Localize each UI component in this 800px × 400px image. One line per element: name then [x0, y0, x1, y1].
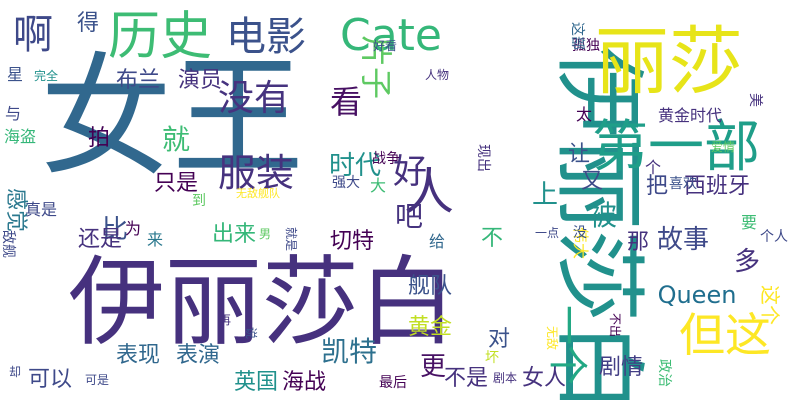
word: Queen — [657, 281, 737, 309]
word: 却 — [8, 365, 21, 379]
word: 那 — [626, 230, 649, 255]
word: 为 — [124, 219, 141, 238]
word: 强大 — [332, 175, 360, 191]
word: 比 — [101, 215, 128, 245]
word: 再 — [218, 313, 231, 327]
word: 感觉 — [3, 187, 29, 233]
word: 不 — [480, 226, 503, 251]
word: 就是 — [283, 226, 298, 252]
word: 西班牙 — [683, 174, 750, 199]
word: 不出 — [607, 312, 622, 338]
word: 舰队 — [407, 274, 452, 299]
word: 要 — [740, 213, 757, 232]
word: 好看 — [372, 39, 397, 53]
word: 敌舰 — [0, 230, 16, 258]
word: 大 — [369, 176, 386, 195]
word: 吧 — [394, 200, 423, 233]
word: 多 — [733, 247, 760, 277]
word: 与 — [4, 104, 21, 123]
word: 又 — [580, 169, 603, 194]
word: 女王 — [40, 41, 304, 195]
word: 孤独 — [572, 38, 600, 54]
word: 无敌舰队 — [236, 186, 280, 200]
word: 没 — [573, 225, 587, 241]
word: 丽莎 — [595, 19, 743, 105]
word: 人 — [404, 163, 454, 221]
word: 战争 — [372, 151, 400, 167]
word: 表演 — [175, 343, 220, 368]
word: 爱情 — [710, 140, 735, 154]
word: 伊丽莎白 — [68, 245, 456, 359]
word: 好 — [393, 152, 427, 192]
word: 对 — [487, 327, 510, 352]
word: 太 — [575, 105, 592, 124]
word: 不是 — [443, 366, 488, 391]
word: 个 — [644, 158, 661, 177]
word: 布兰 — [115, 68, 160, 93]
word: 时代 — [328, 151, 381, 181]
word: 坏 — [485, 350, 499, 366]
word: 演员 — [177, 68, 222, 93]
word: 海战 — [281, 370, 326, 395]
word: 来 — [146, 230, 163, 249]
word: 剧本 — [492, 371, 517, 385]
word: 上 — [531, 180, 558, 210]
word: 个人 — [760, 229, 788, 245]
word: 政治 — [656, 359, 672, 387]
word: 剧情 — [598, 355, 643, 380]
word: 这个 — [758, 285, 782, 325]
word: 切特 — [329, 229, 374, 254]
word: 最后 — [379, 375, 407, 391]
word: 黄金时代 — [657, 106, 722, 125]
word: 没有 — [217, 78, 290, 119]
word: 可是 — [84, 373, 109, 387]
word: 可以 — [27, 367, 72, 392]
word: 无敌 — [544, 325, 559, 351]
word: 拍 — [87, 126, 110, 151]
word: 英国 — [233, 370, 278, 395]
word: 只是 — [153, 171, 198, 196]
word: 人物 — [424, 68, 449, 82]
word: 女人 — [521, 366, 566, 391]
word: 到 — [192, 193, 206, 209]
word: 啊 — [13, 12, 53, 58]
word: 服装 — [217, 151, 294, 195]
word: 表现 — [115, 343, 160, 368]
word: 看 — [329, 83, 362, 121]
word: 喜欢 — [669, 176, 697, 192]
word: 历史 — [107, 7, 212, 67]
word: 就 — [161, 123, 190, 156]
word: 一点 — [534, 226, 559, 240]
word: 电影 — [226, 14, 306, 60]
word: Cate — [339, 10, 442, 61]
word: 说 — [243, 326, 258, 340]
word: 完全 — [33, 69, 58, 83]
word: 还是 — [77, 227, 122, 252]
word: 星 — [6, 65, 23, 84]
word: 现出 — [475, 144, 491, 172]
word: 出来 — [211, 222, 256, 247]
word: 把 — [645, 174, 668, 199]
word: 美 — [747, 93, 763, 107]
word: 更 — [419, 352, 446, 382]
word: 得 — [76, 11, 99, 36]
word: 第一部 — [592, 115, 760, 180]
word: 给 — [428, 232, 445, 251]
word: 海盗 — [3, 127, 36, 146]
word: 凯特 — [320, 335, 377, 368]
word: 被 — [588, 199, 617, 232]
word: 这部 — [569, 22, 585, 50]
word: 但这 — [679, 308, 771, 362]
word: 故事 — [656, 225, 709, 255]
word: 真是 — [24, 200, 57, 219]
word: 黄金 — [407, 315, 452, 340]
word: 让 — [567, 142, 590, 167]
word: 男 — [258, 227, 271, 241]
